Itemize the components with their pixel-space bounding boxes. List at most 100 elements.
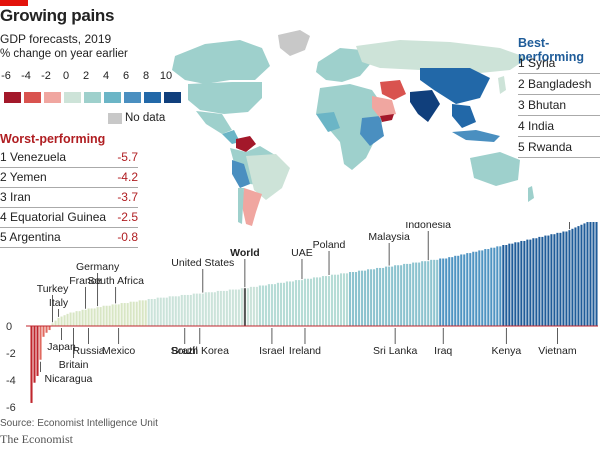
annotation-label: Kenya <box>491 345 521 357</box>
gdp-value: -2.5 <box>117 210 138 224</box>
gdp-bar <box>511 243 514 326</box>
gdp-bar <box>379 267 382 326</box>
map-west-africa <box>316 112 340 132</box>
gdp-bar <box>141 300 144 326</box>
legend-tick-label: -4 <box>21 70 31 82</box>
gdp-bar <box>159 297 162 326</box>
legend-color-swatch <box>64 92 81 103</box>
map-europe <box>316 48 372 82</box>
gdp-bar <box>66 313 69 326</box>
best-performing-table: 1 Syria 2 Bangladesh 3 Bhutan 4 India 5 … <box>518 53 600 158</box>
gdp-bar <box>201 293 204 326</box>
gdp-bar <box>213 292 216 326</box>
legend-scale-labels: -6 -4 -2 0 2 4 6 8 10 <box>0 70 175 84</box>
gdp-bar <box>336 274 340 326</box>
gdp-bar <box>589 222 592 326</box>
gdp-bar <box>300 280 304 326</box>
gdp-bar <box>81 309 84 326</box>
country-name: 2 Yemen <box>0 170 47 184</box>
gdp-bar <box>436 259 439 326</box>
gdp-bar <box>330 274 334 326</box>
map-australia <box>470 152 520 186</box>
gdp-bar <box>523 240 526 326</box>
gdp-bar <box>306 278 310 326</box>
gdp-bar <box>114 304 117 326</box>
gdp-bar <box>478 250 481 326</box>
annotation-label: Ireland <box>289 345 321 357</box>
map-chile <box>238 188 244 224</box>
gdp-value: -3.7 <box>117 190 138 204</box>
legend-color-swatch <box>104 92 121 103</box>
map-russia <box>356 40 528 74</box>
gdp-bar <box>177 296 180 326</box>
y-tick-label: -6 <box>6 402 16 412</box>
gdp-bar <box>409 263 412 326</box>
gdp-bar <box>72 312 75 326</box>
gdp-bar <box>240 288 243 326</box>
gdp-bar <box>460 254 463 326</box>
gdp-bar <box>388 266 391 326</box>
gdp-bar <box>571 228 574 326</box>
gdp-bar <box>144 300 147 326</box>
gdp-bar <box>397 265 400 326</box>
gdp-bar <box>294 280 298 326</box>
map-central-america <box>222 130 240 144</box>
gdp-bar <box>463 254 466 326</box>
gdp-bar <box>454 255 457 326</box>
gdp-bar <box>45 326 48 333</box>
unit-label: % change on year earlier <box>0 48 128 60</box>
annotation-label: Iraq <box>434 345 452 357</box>
annotation-label: Poland <box>313 239 346 251</box>
gdp-bar <box>553 234 556 326</box>
gdp-bar <box>309 278 313 326</box>
gdp-bar <box>126 303 129 326</box>
best-performing-title: Best-performing <box>518 36 584 64</box>
gdp-bar <box>282 282 285 326</box>
gdp-bar <box>469 253 472 326</box>
gdp-bar <box>303 278 307 326</box>
map-india <box>410 90 440 122</box>
gdp-bar <box>57 317 60 326</box>
gdp-bar <box>39 326 42 360</box>
gdp-bar <box>577 226 580 326</box>
gdp-bar <box>120 303 123 326</box>
map-brazil <box>246 154 290 200</box>
no-data-label: No data <box>125 112 166 124</box>
gdp-bar <box>481 250 484 326</box>
map-greenland <box>278 30 310 56</box>
gdp-bar <box>105 305 108 326</box>
gdp-bar <box>171 296 174 326</box>
gdp-bar <box>394 265 397 326</box>
gdp-bar <box>285 281 288 326</box>
no-data-swatch <box>108 113 122 124</box>
gdp-bar <box>210 292 213 326</box>
gdp-bar <box>255 286 258 326</box>
gdp-bar <box>246 288 249 326</box>
gdp-bar <box>258 285 261 326</box>
annotation-label: UAE <box>291 247 313 259</box>
map-arabia <box>372 96 396 118</box>
gdp-bar <box>252 286 255 326</box>
worst-row: 4 Equatorial Guinea -2.5 <box>0 208 138 228</box>
gdp-bar <box>505 245 508 326</box>
gdp-bar <box>340 273 343 326</box>
gdp-bar <box>96 307 99 326</box>
gdp-bar <box>526 239 529 326</box>
gdp-bar <box>198 293 201 326</box>
gdp-bar <box>583 223 586 326</box>
map-new-zealand <box>528 186 534 202</box>
gdp-bar <box>475 251 478 326</box>
gdp-value: -0.8 <box>117 230 138 244</box>
gdp-bar <box>595 222 598 326</box>
y-tick-label: -2 <box>6 348 16 360</box>
annotation-label: France <box>69 275 102 287</box>
gdp-bar <box>541 236 544 326</box>
map-africa <box>316 84 386 170</box>
gdp-bar <box>174 296 177 326</box>
gdp-bar <box>574 227 577 326</box>
gdp-bar <box>517 242 520 326</box>
gdp-bar <box>544 235 547 326</box>
worst-row: 2 Yemen -4.2 <box>0 168 138 188</box>
legend-color-swatch <box>24 92 41 103</box>
gdp-bar <box>30 326 33 403</box>
